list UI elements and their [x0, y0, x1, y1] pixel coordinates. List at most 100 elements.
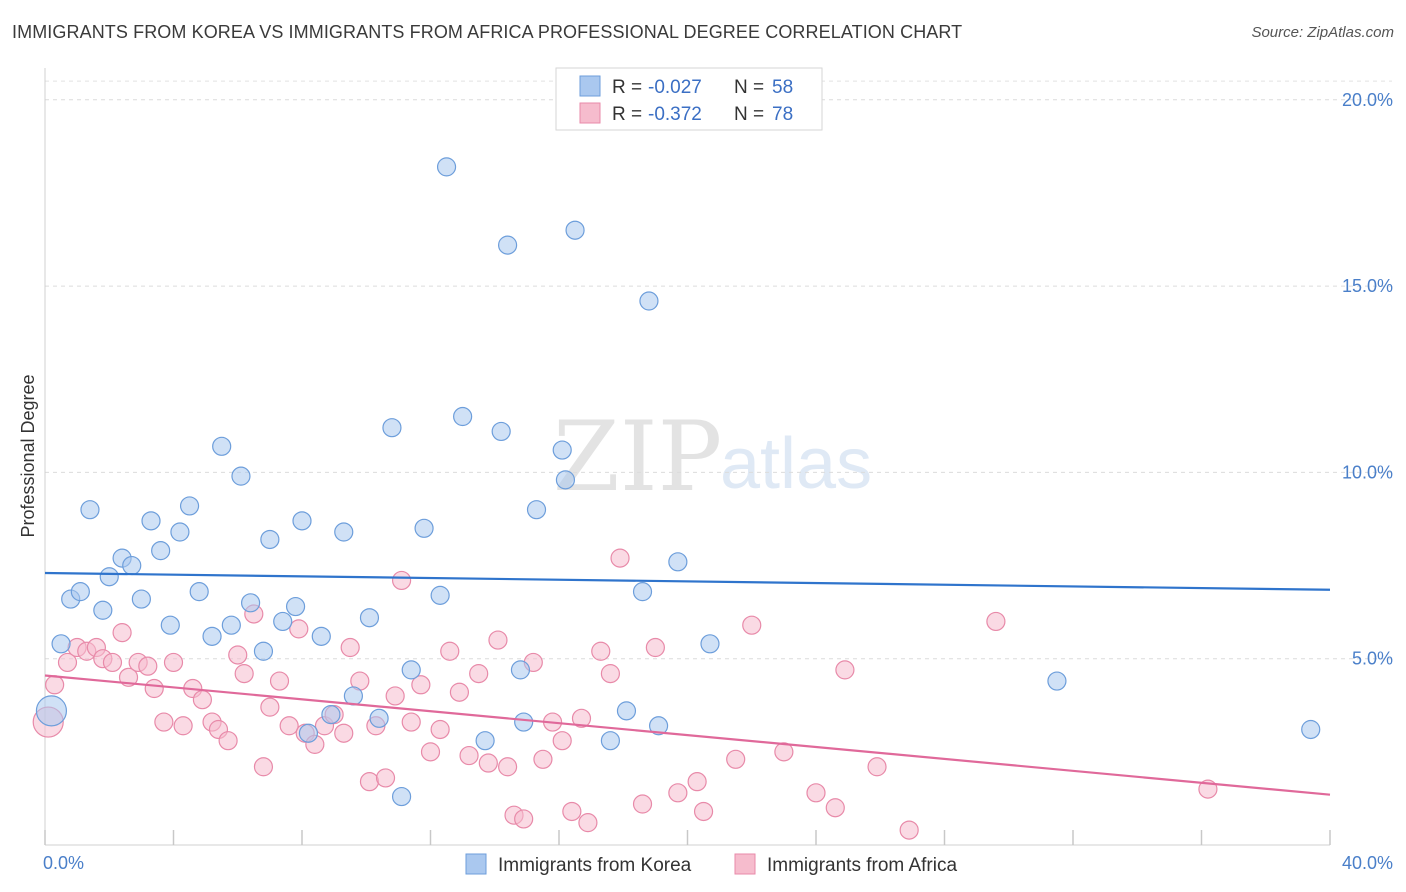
africa-point: [440, 641, 460, 661]
korea-point: [141, 511, 161, 531]
watermark: ZIP atlas: [553, 401, 872, 513]
africa-point: [218, 731, 238, 751]
legend-africa-r-label: R =: [612, 104, 642, 125]
africa-trend-line: [44, 674, 1331, 796]
korea-point: [616, 701, 637, 721]
legend-korea-swatch: [579, 75, 601, 97]
africa-point: [430, 719, 450, 740]
africa-point: [144, 678, 164, 699]
korea-point: [298, 723, 319, 743]
korea-point: [430, 585, 450, 605]
korea-point: [343, 686, 363, 706]
x-tick-label-max: 40.0%: [1342, 853, 1393, 873]
africa-point: [57, 652, 78, 673]
legend-korea-r-label: R =: [612, 77, 642, 98]
africa-point: [986, 611, 1006, 632]
legend-bottom: Immigrants from Korea Immigrants from Af…: [465, 853, 957, 876]
bottom-legend-korea-swatch: [465, 853, 487, 875]
africa-point: [774, 742, 794, 762]
korea-point: [189, 582, 209, 602]
africa-point: [899, 820, 919, 840]
korea-point: [491, 421, 511, 442]
watermark-zip: ZIP: [553, 401, 722, 513]
africa-point: [552, 731, 572, 751]
korea-point: [498, 235, 518, 255]
africa-point: [45, 675, 65, 695]
y-tick-label: 20.0%: [1342, 90, 1393, 110]
korea-point: [401, 660, 421, 680]
africa-point: [420, 742, 441, 762]
korea-point: [35, 695, 68, 727]
korea-point: [1047, 671, 1067, 691]
korea-point: [475, 731, 495, 751]
korea-point: [122, 555, 142, 576]
africa-point: [260, 697, 280, 717]
korea-point: [273, 611, 293, 632]
korea-point: [93, 600, 113, 620]
africa-point: [340, 637, 360, 658]
korea-point: [510, 660, 531, 680]
korea-point: [80, 500, 100, 520]
korea-point: [311, 626, 331, 646]
korea-point: [131, 589, 151, 609]
korea-point: [160, 615, 180, 635]
africa-point: [375, 768, 396, 788]
bottom-legend-africa-swatch: [734, 853, 756, 875]
korea-point: [436, 157, 457, 177]
africa-point: [867, 757, 887, 777]
legend-korea-n-value: 58: [772, 77, 793, 98]
korea-point: [179, 496, 200, 516]
africa-point: [391, 570, 412, 591]
y-tick-label: 15.0%: [1342, 276, 1393, 296]
africa-point: [138, 656, 158, 676]
africa-point: [228, 645, 248, 665]
korea-point: [552, 440, 572, 460]
africa-point: [645, 637, 665, 658]
korea-point: [221, 615, 241, 635]
africa-point: [578, 813, 598, 833]
africa-point: [742, 615, 762, 635]
source-credit: Source: ZipAtlas.com: [1251, 24, 1394, 41]
legend-africa-n-label: N =: [734, 104, 764, 125]
x-tick-label-min: 0.0%: [43, 853, 84, 873]
africa-point: [154, 712, 174, 732]
korea-point: [453, 406, 473, 427]
africa-point: [600, 664, 621, 684]
africa-point: [726, 749, 746, 769]
africa-point: [289, 619, 309, 639]
africa-point: [693, 801, 714, 822]
bottom-legend-africa-label: Immigrants from Africa: [767, 855, 957, 876]
africa-point: [411, 675, 431, 695]
korea-point: [648, 716, 669, 736]
africa-point: [449, 682, 470, 702]
korea-point: [369, 708, 389, 728]
legend-korea-r-value: -0.027: [648, 77, 702, 98]
watermark-atlas: atlas: [720, 424, 872, 504]
africa-point: [253, 757, 274, 777]
korea-point: [632, 582, 653, 602]
legend-africa-n-value: 78: [772, 104, 793, 125]
africa-point: [610, 548, 630, 568]
bottom-legend-korea-label: Immigrants from Korea: [498, 855, 692, 876]
africa-point: [459, 745, 479, 766]
korea-point: [359, 608, 380, 628]
korea-point: [70, 582, 90, 602]
gridlines: [45, 80, 1392, 660]
africa-point: [591, 641, 611, 661]
legend-africa-r-value: -0.372: [648, 104, 702, 125]
africa-point: [498, 757, 518, 777]
korea-point: [391, 786, 412, 807]
korea-point: [414, 518, 434, 538]
korea-point: [565, 220, 585, 240]
korea-point: [600, 731, 621, 751]
y-tick-label: 10.0%: [1342, 462, 1393, 482]
korea-point: [526, 500, 547, 520]
legend-korea-n-label: N =: [734, 77, 764, 98]
korea-point: [334, 522, 354, 542]
africa-point: [385, 686, 405, 706]
korea-point: [253, 641, 274, 661]
korea-point: [1301, 719, 1321, 740]
africa-point: [279, 716, 299, 736]
africa-point: [359, 772, 380, 792]
